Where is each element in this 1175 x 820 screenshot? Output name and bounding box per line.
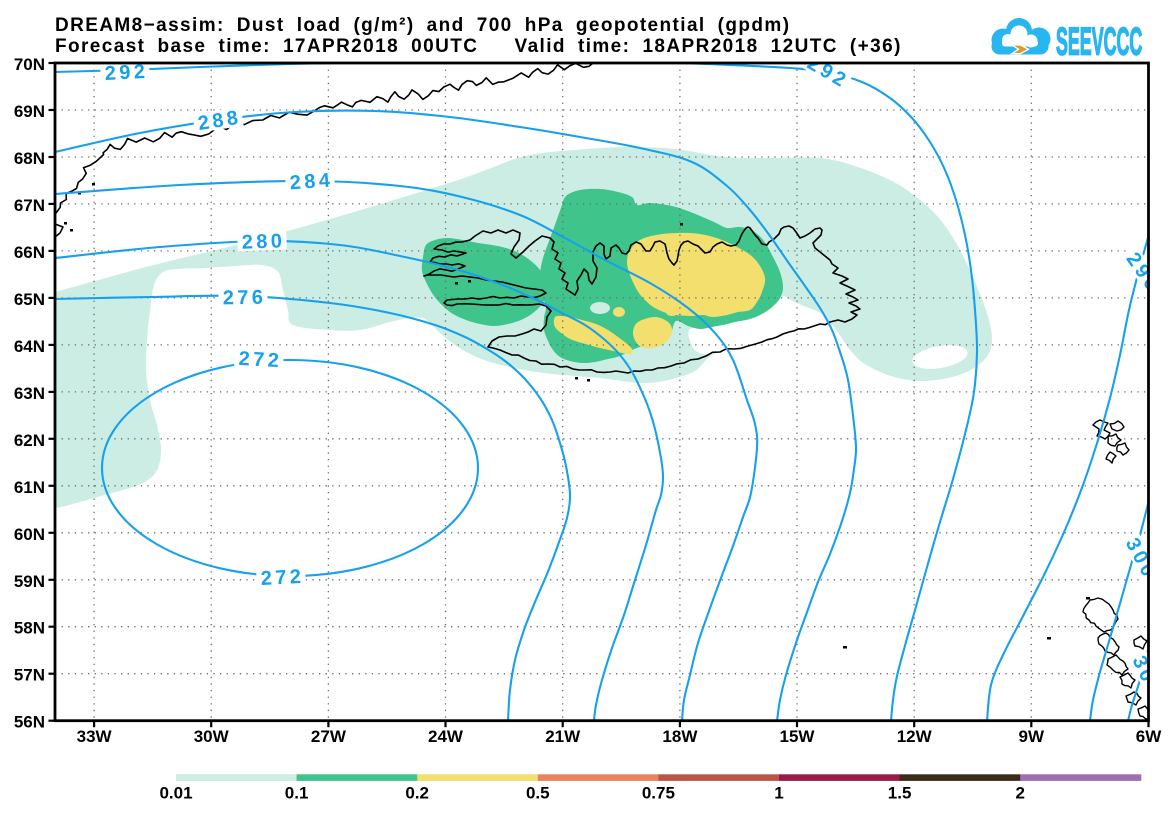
svg-text:65N: 65N	[14, 290, 45, 309]
svg-text:0.01: 0.01	[159, 784, 192, 803]
svg-text:0.1: 0.1	[285, 784, 309, 803]
svg-text:60N: 60N	[14, 525, 45, 544]
svg-text:9W: 9W	[1019, 727, 1045, 746]
svg-text:284: 284	[289, 169, 334, 194]
svg-text:24W: 24W	[428, 727, 464, 746]
svg-text:56N: 56N	[14, 713, 45, 732]
svg-text:69N: 69N	[14, 102, 45, 121]
svg-text:59N: 59N	[14, 572, 45, 591]
svg-text:Forecast base time: 17APR2018: Forecast base time: 17APR2018 00UTC Vali…	[55, 36, 902, 57]
svg-text:2: 2	[1015, 784, 1024, 803]
svg-text:DREAM8−assim: Dust load (g/m²): DREAM8−assim: Dust load (g/m²) and 700 h…	[55, 15, 790, 36]
svg-text:70N: 70N	[14, 55, 45, 74]
svg-text:292: 292	[104, 61, 149, 85]
svg-text:61N: 61N	[14, 478, 45, 497]
svg-text:18W: 18W	[662, 727, 698, 746]
svg-text:62N: 62N	[14, 431, 45, 450]
svg-text:272: 272	[238, 348, 283, 372]
svg-text:280: 280	[241, 230, 285, 254]
svg-text:21W: 21W	[545, 727, 581, 746]
svg-text:66N: 66N	[14, 243, 45, 262]
svg-text:63N: 63N	[14, 384, 45, 403]
svg-text:58N: 58N	[14, 619, 45, 638]
svg-text:64N: 64N	[14, 337, 45, 356]
svg-text:272: 272	[260, 566, 305, 590]
svg-text:15W: 15W	[780, 727, 816, 746]
svg-text:12W: 12W	[897, 727, 933, 746]
svg-text:33W: 33W	[77, 727, 113, 746]
svg-text:6W: 6W	[1136, 727, 1162, 746]
svg-text:0.2: 0.2	[405, 784, 429, 803]
svg-text:0.5: 0.5	[526, 784, 550, 803]
svg-text:SEEVCCC: SEEVCCC	[1056, 21, 1142, 63]
svg-text:57N: 57N	[14, 666, 45, 685]
svg-text:1: 1	[774, 784, 783, 803]
svg-text:0.75: 0.75	[642, 784, 675, 803]
svg-text:68N: 68N	[14, 149, 45, 168]
svg-text:1.5: 1.5	[888, 784, 912, 803]
svg-text:67N: 67N	[14, 196, 45, 215]
svg-text:30W: 30W	[194, 727, 230, 746]
svg-text:27W: 27W	[311, 727, 347, 746]
svg-text:276: 276	[223, 287, 267, 310]
